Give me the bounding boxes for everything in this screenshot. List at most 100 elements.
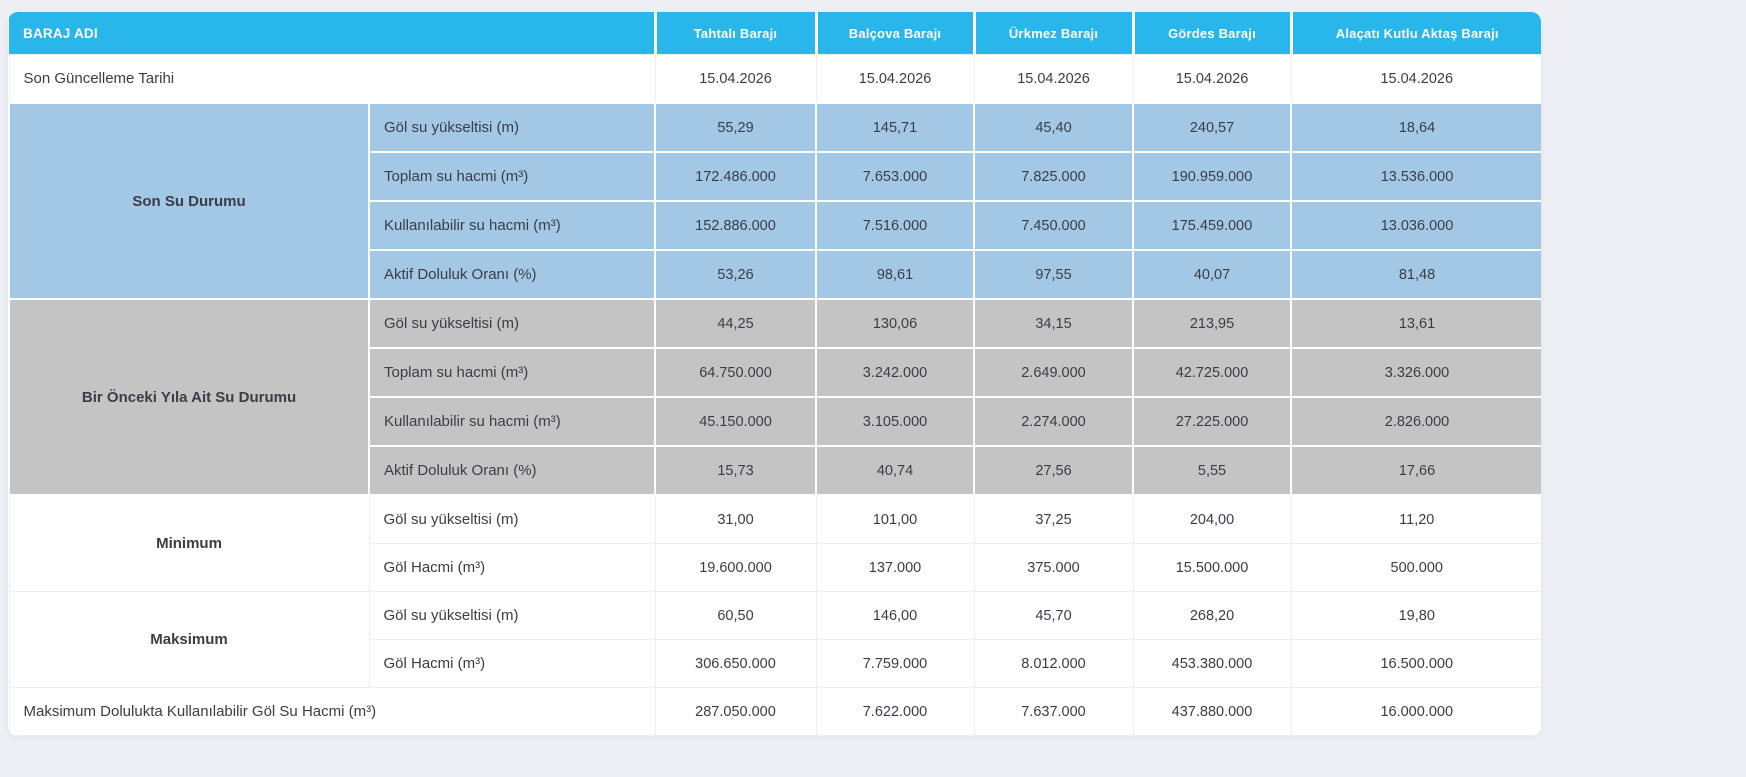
value-cell: 7.622.000	[815, 687, 975, 736]
value-cell: 16.000.000	[1290, 687, 1541, 736]
metric-label-cell: Göl su yükseltisi (m)	[368, 298, 656, 349]
value-cell: 45.150.000	[654, 396, 817, 447]
column-header-balcova: Balçova Barajı	[816, 12, 976, 55]
value-cell: 98,61	[815, 249, 975, 300]
value-cell: 240,57	[1132, 102, 1292, 153]
value-cell: 500.000	[1290, 543, 1541, 592]
value-cell: 3.326.000	[1290, 347, 1541, 398]
value-cell: 137.000	[815, 543, 975, 592]
column-header-urkmez: Ürkmez Barajı	[974, 12, 1135, 55]
value-cell: 64.750.000	[654, 347, 817, 398]
value-cell: 11,20	[1290, 494, 1541, 544]
column-header-tahtali: Tahtalı Barajı	[655, 12, 818, 55]
column-header-baraj-adi: BARAJ ADI	[9, 12, 657, 55]
value-cell: 55,29	[654, 102, 817, 153]
value-cell: 130,06	[815, 298, 975, 349]
value-cell: 18,64	[1290, 102, 1541, 153]
section-title-previous-year: Bir Önceki Yıla Ait Su Durumu	[8, 298, 370, 496]
value-cell: 2.274.000	[973, 396, 1134, 447]
table-header-row: BARAJ ADI Tahtalı Barajı Balçova Barajı …	[9, 12, 1541, 55]
table-row: Kullanılabilir su hacmi (m³) 152.886.000…	[9, 200, 1541, 251]
table-row: Son Su Durumu Göl su yükseltisi (m) 55,2…	[8, 102, 1541, 300]
value-cell: 3.105.000	[815, 396, 975, 447]
value-cell: 15.04.2026	[1290, 54, 1541, 104]
footer-row-label: Maksimum Dolulukta Kullanılabilir Göl Su…	[8, 687, 656, 736]
value-cell: 172.486.000	[654, 151, 817, 202]
value-cell: 27.225.000	[1132, 396, 1292, 447]
value-cell: 7.825.000	[973, 151, 1134, 202]
metric-label-cell: Aktif Doluluk Oranı (%)	[368, 445, 656, 496]
value-cell: 19.600.000	[654, 543, 817, 592]
value-cell: 7.516.000	[815, 200, 975, 251]
value-cell: 53,26	[654, 249, 817, 300]
value-cell: 287.050.000	[654, 687, 817, 736]
value-cell: 7.653.000	[815, 151, 975, 202]
section-title-maksimum: Maksimum	[8, 591, 370, 688]
table-row: Toplam su hacmi (m³) 64.750.000 3.242.00…	[9, 347, 1541, 398]
value-cell: 27,56	[973, 445, 1134, 496]
value-cell: 437.880.000	[1132, 687, 1292, 736]
value-cell: 45,70	[973, 591, 1134, 640]
table-row: Göl Hacmi (m³) 19.600.000 137.000 375.00…	[9, 543, 1541, 592]
dam-status-table: BARAJ ADI Tahtalı Barajı Balçova Barajı …	[8, 12, 1541, 736]
value-cell: 16.500.000	[1290, 639, 1541, 688]
value-cell: 453.380.000	[1132, 639, 1292, 688]
value-cell: 15.04.2026	[973, 54, 1134, 104]
value-cell: 268,20	[1132, 591, 1292, 640]
table-row: Maksimum Dolulukta Kullanılabilir Göl Su…	[8, 687, 1541, 736]
value-cell: 34,15	[973, 298, 1134, 349]
value-cell: 40,74	[815, 445, 975, 496]
table-row: Maksimum Göl su yükseltisi (m) 60,50 146…	[8, 591, 1541, 688]
table-row: Göl Hacmi (m³) 306.650.000 7.759.000 8.0…	[9, 639, 1541, 688]
value-cell: 2.649.000	[973, 347, 1134, 398]
metric-label-cell: Göl Hacmi (m³)	[368, 543, 656, 592]
column-header-gordes: Gördes Barajı	[1133, 12, 1293, 55]
value-cell: 17,66	[1290, 445, 1541, 496]
value-cell: 375.000	[973, 543, 1134, 592]
value-cell: 3.242.000	[815, 347, 975, 398]
value-cell: 37,25	[973, 494, 1134, 544]
section-title-minimum: Minimum	[8, 494, 370, 592]
value-cell: 7.450.000	[973, 200, 1134, 251]
table-row: Aktif Doluluk Oranı (%) 15,73 40,74 27,5…	[9, 445, 1541, 496]
table-row: Bir Önceki Yıla Ait Su Durumu Göl su yük…	[8, 298, 1541, 496]
value-cell: 42.725.000	[1132, 347, 1292, 398]
value-cell: 15.04.2026	[654, 54, 817, 104]
value-cell: 97,55	[973, 249, 1134, 300]
value-cell: 44,25	[654, 298, 817, 349]
metric-label-cell: Toplam su hacmi (m³)	[368, 347, 656, 398]
table-row: Minimum Göl su yükseltisi (m) 31,00 101,…	[8, 494, 1541, 592]
section-title-current: Son Su Durumu	[8, 102, 370, 300]
table-row: Son Güncelleme Tarihi 15.04.2026 15.04.2…	[8, 54, 1541, 104]
value-cell: 81,48	[1290, 249, 1541, 300]
value-cell: 204,00	[1132, 494, 1292, 544]
metric-label-cell: Göl su yükseltisi (m)	[368, 494, 656, 544]
value-cell: 15.04.2026	[1132, 54, 1292, 104]
value-cell: 15.500.000	[1132, 543, 1292, 592]
value-cell: 7.637.000	[973, 687, 1134, 736]
update-date-label: Son Güncelleme Tarihi	[8, 54, 656, 104]
value-cell: 2.826.000	[1290, 396, 1541, 447]
metric-label-cell: Göl su yükseltisi (m)	[368, 102, 656, 153]
value-cell: 213,95	[1132, 298, 1292, 349]
value-cell: 13.036.000	[1290, 200, 1541, 251]
value-cell: 8.012.000	[973, 639, 1134, 688]
value-cell: 31,00	[654, 494, 817, 544]
value-cell: 60,50	[654, 591, 817, 640]
value-cell: 190.959.000	[1132, 151, 1292, 202]
value-cell: 40,07	[1132, 249, 1292, 300]
value-cell: 7.759.000	[815, 639, 975, 688]
value-cell: 19,80	[1290, 591, 1541, 640]
value-cell: 13.536.000	[1290, 151, 1541, 202]
table-row: Toplam su hacmi (m³) 172.486.000 7.653.0…	[9, 151, 1541, 202]
value-cell: 145,71	[815, 102, 975, 153]
value-cell: 146,00	[815, 591, 975, 640]
value-cell: 13,61	[1290, 298, 1541, 349]
metric-label-cell: Göl Hacmi (m³)	[368, 639, 656, 688]
metric-label-cell: Göl su yükseltisi (m)	[368, 591, 656, 640]
metric-label-cell: Aktif Doluluk Oranı (%)	[368, 249, 656, 300]
value-cell: 306.650.000	[654, 639, 817, 688]
column-header-alacati: Alaçatı Kutlu Aktaş Barajı	[1291, 12, 1541, 55]
metric-label-cell: Toplam su hacmi (m³)	[368, 151, 656, 202]
